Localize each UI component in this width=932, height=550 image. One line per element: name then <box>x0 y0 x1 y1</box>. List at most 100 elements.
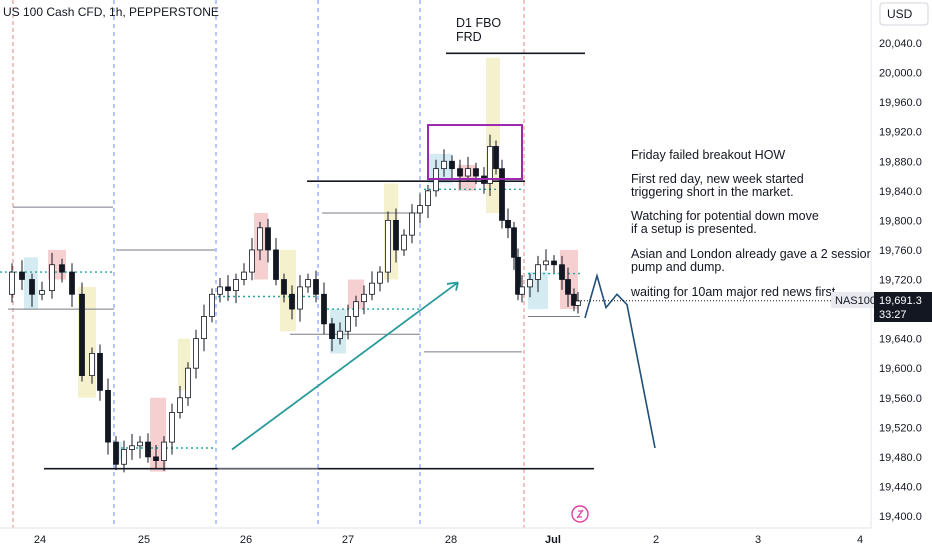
bullish-candle <box>417 205 423 214</box>
note-line: if a setup is presented. <box>631 222 757 236</box>
note-line: Watching for potential down move <box>631 209 819 223</box>
trade-notes: Friday failed breakout HOW First red day… <box>630 148 874 299</box>
bullish-candle <box>137 441 143 447</box>
time-axis[interactable] <box>0 527 932 550</box>
bullish-candle <box>361 293 367 303</box>
bearish-candle <box>493 146 499 170</box>
time-tick-label: 2 <box>653 534 659 546</box>
currency-button[interactable]: USD <box>879 2 929 26</box>
price-tick-label: 19,720.0 <box>879 275 922 287</box>
price-tick-label: 19,880.0 <box>879 156 922 168</box>
bullish-candle <box>89 353 95 376</box>
currency-button-label: USD <box>887 7 913 21</box>
bearish-candle <box>97 353 103 391</box>
bullish-candle <box>241 271 247 280</box>
price-tag-value: 19,691.3 <box>879 295 922 307</box>
bearish-candle <box>113 441 119 465</box>
bearish-candle <box>289 293 295 310</box>
time-axis-ticks: 24 25 26 27 28 Jul 2 3 4 <box>34 534 863 546</box>
frd-label: FRD <box>456 30 482 44</box>
price-tick-label: 19,400.0 <box>879 511 922 523</box>
price-tag-box <box>874 292 932 322</box>
price-axis-ticks: 20,040.0 20,000.0 19,960.0 19,920.0 19,880.0… <box>879 38 922 523</box>
bullish-candle <box>337 330 343 340</box>
bearish-candle <box>329 323 335 340</box>
bullish-candle <box>441 160 447 170</box>
symbol-title: US 100 Cash CFD, 1h, PEPPERSTONE <box>3 5 219 19</box>
bearish-candle <box>571 293 577 306</box>
ticker-tag <box>831 292 875 308</box>
bullish-candle <box>257 227 263 251</box>
note-line: triggering short in the market. <box>631 185 794 199</box>
bullish-candle <box>217 286 223 295</box>
bullish-candle <box>297 286 303 310</box>
bullish-candle <box>9 271 15 295</box>
bullish-candle <box>519 286 525 295</box>
bearish-candle <box>551 260 557 266</box>
bearish-candle <box>145 441 151 458</box>
ticker-label: NAS100 <box>835 295 876 307</box>
levels <box>0 52 594 470</box>
time-tick-label: 24 <box>34 534 46 546</box>
session-highlight-zone <box>348 279 364 310</box>
bearish-candle <box>559 264 565 280</box>
price-tick-label: 20,000.0 <box>879 68 922 80</box>
bullish-candle <box>409 212 415 236</box>
bearish-candle <box>281 279 287 295</box>
bullish-candle <box>233 279 239 291</box>
trend-arrow-head <box>446 281 459 291</box>
bearish-candle <box>265 227 271 251</box>
bullish-candle <box>185 367 191 399</box>
session-highlight-zone <box>486 57 500 213</box>
bullish-candle <box>487 146 493 184</box>
bullish-candle <box>201 316 207 340</box>
bullish-candle <box>345 316 351 332</box>
bullish-candle <box>385 219 391 273</box>
time-tick-label: 25 <box>138 534 150 546</box>
note-line: waiting for 10am major red news first. <box>630 285 839 299</box>
bullish-candle <box>543 260 549 266</box>
last-price-tag: NAS100 19,691.3 33:27 <box>831 292 932 322</box>
time-tick-label: 28 <box>445 534 457 546</box>
bullish-candle <box>305 279 311 288</box>
bullish-candle <box>401 234 407 251</box>
note-line: Asian and London already gave a 2 sessio… <box>631 247 874 261</box>
bearish-candle <box>29 279 35 295</box>
bearish-candle <box>499 168 505 221</box>
bullish-candle <box>575 300 581 306</box>
bearish-candle <box>321 293 327 325</box>
bearish-candle <box>273 249 279 280</box>
fbo-range-box <box>427 124 523 180</box>
price-tick-label: 19,960.0 <box>879 97 922 109</box>
bearish-candle <box>313 279 319 295</box>
bearish-candle <box>505 219 511 229</box>
session-lines <box>12 0 525 528</box>
projected-move-path <box>584 272 656 449</box>
bullish-candle <box>129 445 135 450</box>
time-tick-label: 27 <box>342 534 354 546</box>
bullish-candle <box>535 264 541 280</box>
price-tick-label: 19,760.0 <box>879 245 922 257</box>
bearish-candle <box>515 256 521 295</box>
d1-fbo-label: D1 FBO <box>456 16 501 30</box>
bullish-candle <box>169 412 175 443</box>
candlesticks <box>9 134 581 473</box>
bullish-candle <box>249 249 255 273</box>
bearish-candle <box>393 219 399 251</box>
bullish-candle <box>49 264 55 291</box>
price-tag-countdown: 33:27 <box>879 309 907 321</box>
bearish-candle <box>19 271 25 280</box>
bullish-candle <box>39 290 45 295</box>
price-tick-label: 19,640.0 <box>879 334 922 346</box>
price-tick-label: 19,440.0 <box>879 481 922 493</box>
bearish-candle <box>79 293 85 376</box>
time-tick-label: 4 <box>857 534 863 546</box>
time-tick-label: 26 <box>240 534 252 546</box>
bullish-candle <box>369 282 375 295</box>
annotations <box>231 124 871 451</box>
bearish-candle <box>457 168 463 177</box>
bearish-candle <box>225 286 231 291</box>
economic-event-icon[interactable] <box>571 505 589 523</box>
price-axis[interactable] <box>870 0 932 550</box>
